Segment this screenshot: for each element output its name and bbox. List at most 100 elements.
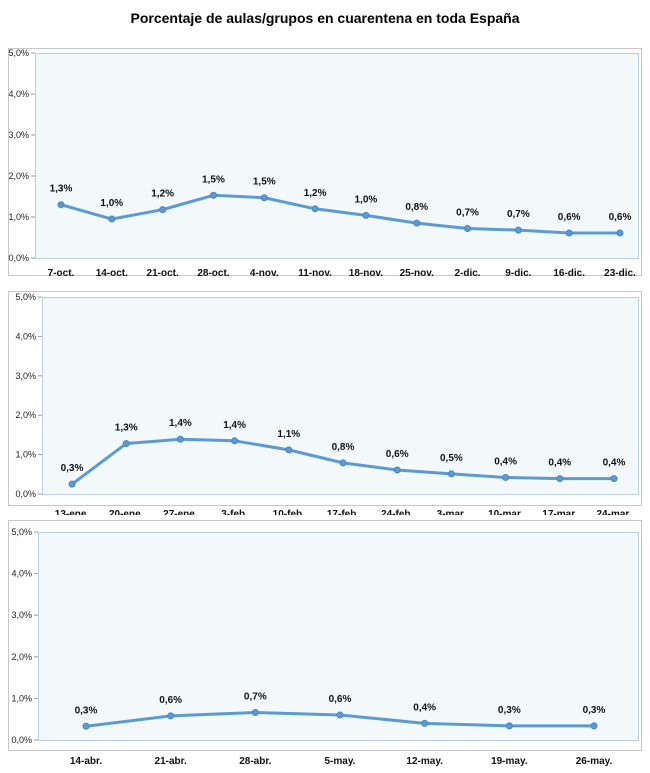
data-point	[68, 480, 76, 488]
x-tick-label: 9-dic.	[505, 268, 531, 279]
data-label: 0,7%	[456, 207, 479, 218]
data-point	[82, 722, 90, 730]
chart-panel-oct-dec: 0,0% 1,0% 2,0% 3,0% 4,0% 5,0% 7-oct. 14-oct. 21-…	[8, 48, 642, 279]
y-tick-label: 0,0%	[11, 735, 32, 745]
data-label: 1,1%	[277, 429, 300, 440]
data-label: 0,6%	[329, 694, 352, 705]
data-label: 1,5%	[202, 174, 225, 185]
data-point	[610, 475, 618, 483]
x-tick-label: 16-dic.	[553, 268, 585, 279]
data-point	[505, 722, 513, 730]
data-point	[260, 194, 268, 202]
data-label: 1,3%	[115, 423, 138, 434]
data-point	[108, 215, 116, 223]
x-tick-label: 18-nov.	[349, 268, 383, 279]
x-tick-label: 25-nov.	[400, 268, 434, 279]
data-label: 0,3%	[498, 705, 521, 716]
x-tick-label: 3-mar.	[437, 509, 467, 515]
x-tick-label: 17-mar.	[542, 509, 577, 515]
x-tick-label: 28-oct.	[197, 268, 229, 279]
data-point	[251, 709, 259, 717]
data-point	[336, 711, 344, 719]
data-point	[421, 719, 429, 727]
data-label: 0,8%	[332, 442, 355, 453]
data-label: 1,4%	[223, 420, 246, 431]
data-point	[285, 446, 293, 454]
y-tick-label: 2,0%	[8, 171, 29, 181]
data-point	[176, 435, 184, 443]
series-line	[59, 193, 622, 235]
y-tick-label: 4,0%	[8, 89, 29, 99]
x-tick-label: 7-oct.	[48, 268, 75, 279]
data-label: 0,8%	[405, 202, 428, 213]
data-label: 0,4%	[548, 458, 571, 469]
data-point	[209, 191, 217, 199]
y-tick-label: 5,0%	[11, 527, 32, 537]
data-label: 0,3%	[75, 705, 98, 716]
y-tick-label: 1,0%	[8, 212, 29, 222]
data-point	[311, 205, 319, 213]
data-label: 0,3%	[61, 463, 84, 474]
y-tick-label: 1,0%	[15, 450, 36, 460]
x-tick-label: 24-mar.	[596, 509, 631, 515]
data-point	[159, 206, 167, 214]
x-tick-label: 5-may.	[325, 756, 356, 767]
data-label: 0,7%	[507, 209, 530, 220]
data-label: 1,0%	[355, 194, 378, 205]
data-point	[167, 712, 175, 720]
x-tick-label: 21-abr.	[155, 756, 187, 767]
data-point	[447, 470, 455, 478]
plot-area	[38, 532, 639, 741]
data-label: 0,6%	[386, 449, 409, 460]
chart-title: Porcentaje de aulas/grupos en cuarentena…	[130, 10, 520, 26]
data-label: 0,6%	[159, 695, 182, 706]
chart-panel-apr-may: 0,0% 1,0% 2,0% 3,0% 4,0% 5,0% 14-abr. 21-abr. 28…	[8, 520, 642, 767]
y-tick-label: 3,0%	[8, 130, 29, 140]
x-tick-label: 2-dic.	[454, 268, 480, 279]
data-label: 0,4%	[413, 702, 436, 713]
x-tick-label: 24-feb.	[381, 509, 413, 515]
y-tick-label: 3,0%	[15, 371, 36, 381]
data-label: 0,5%	[440, 453, 463, 464]
data-point	[616, 229, 624, 237]
x-tick-label: 3-feb.	[221, 509, 248, 515]
y-tick-label: 4,0%	[15, 331, 36, 341]
y-tick-label: 2,0%	[15, 410, 36, 420]
data-point	[339, 459, 347, 467]
data-point	[413, 219, 421, 227]
data-point	[556, 475, 564, 483]
x-tick-label: 21-oct.	[147, 268, 179, 279]
data-label: 1,2%	[151, 189, 174, 200]
data-point	[393, 466, 401, 474]
x-tick-label: 11-nov.	[298, 268, 332, 279]
y-tick-label: 3,0%	[11, 610, 32, 620]
data-label: 1,3%	[50, 184, 73, 195]
data-label: 0,4%	[494, 456, 517, 467]
x-tick-label: 10-mar.	[488, 509, 523, 515]
x-tick-label: 14-oct.	[96, 268, 128, 279]
y-tick-label: 5,0%	[15, 292, 36, 302]
x-tick-label: 12-may.	[406, 756, 443, 767]
data-point	[231, 437, 239, 445]
x-tick-label: 27-ene.	[163, 509, 198, 515]
x-tick-label: 10-feb.	[273, 509, 305, 515]
x-tick-label: 17-feb.	[327, 509, 359, 515]
x-tick-label: 28-abr.	[239, 756, 271, 767]
x-tick-label: 20-ene.	[109, 509, 144, 515]
x-tick-label: 19-may.	[491, 756, 528, 767]
data-point	[565, 229, 573, 237]
x-tick-label: 23-dic.	[604, 268, 636, 279]
y-tick-label: 2,0%	[11, 652, 32, 662]
data-point	[590, 722, 598, 730]
chart-panel-jan-mar: 0,0% 1,0% 2,0% 3,0% 4,0% 5,0% 13-ene. 20-ene. 27…	[8, 291, 642, 515]
data-point	[362, 211, 370, 219]
data-point	[514, 226, 522, 234]
data-label: 0,7%	[244, 692, 267, 703]
data-point	[122, 440, 130, 448]
x-tick-label: 13-ene.	[55, 509, 90, 515]
data-point	[464, 224, 472, 232]
y-tick-label: 5,0%	[8, 48, 29, 58]
data-label: 0,6%	[609, 212, 632, 223]
data-label: 0,6%	[558, 212, 581, 223]
y-tick-label: 1,0%	[11, 693, 32, 703]
